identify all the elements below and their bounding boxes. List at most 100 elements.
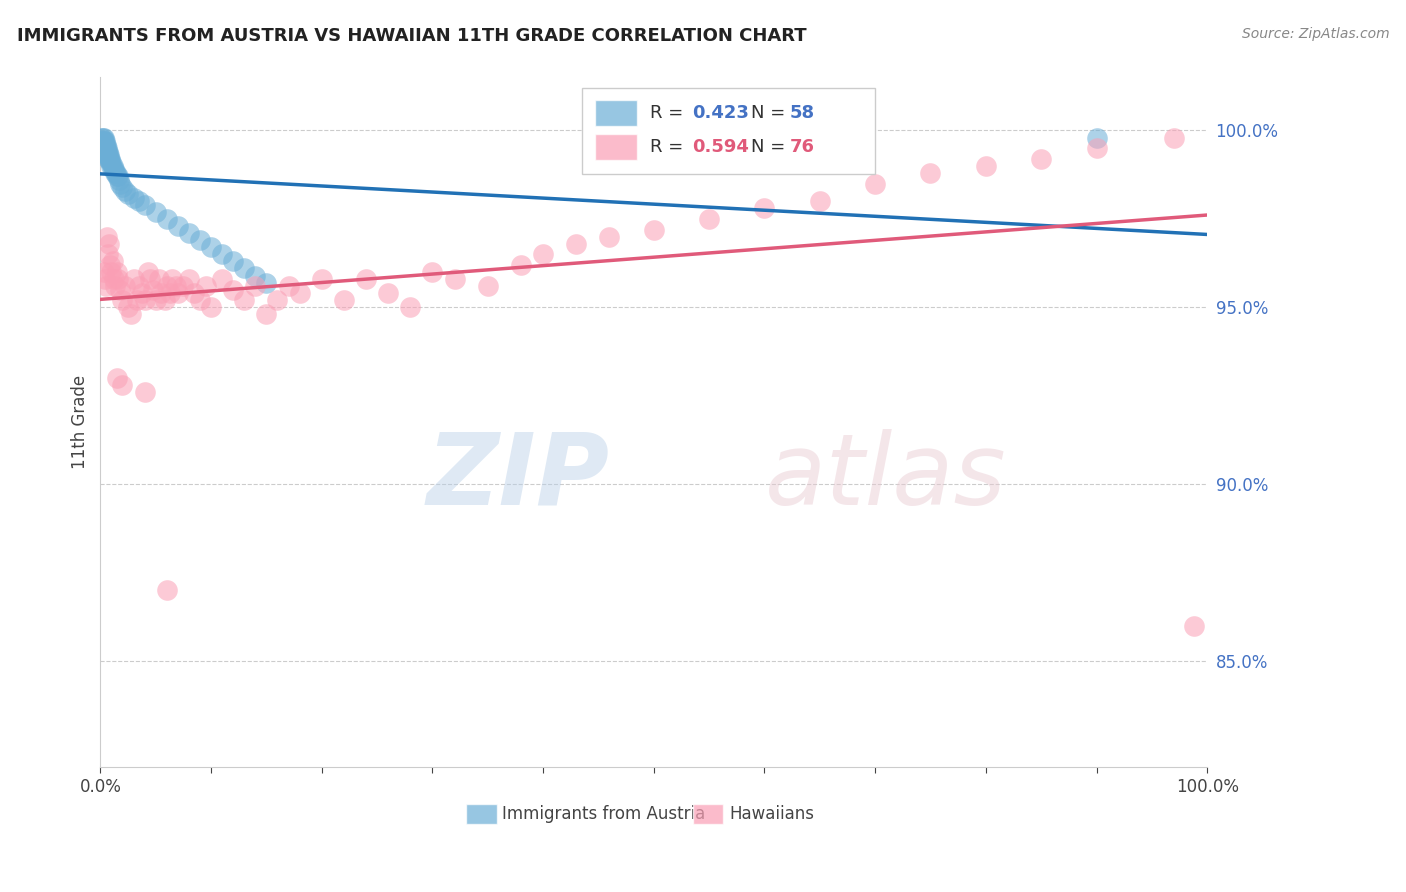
Point	[122, 191, 145, 205]
Point	[91, 130, 114, 145]
Point	[134, 385, 156, 400]
Point	[96, 229, 118, 244]
Point	[128, 279, 150, 293]
Point	[162, 272, 184, 286]
Point	[93, 130, 115, 145]
Point	[103, 272, 125, 286]
Point	[114, 184, 136, 198]
Point	[354, 272, 377, 286]
Text: ZIP: ZIP	[426, 429, 609, 526]
Text: 76: 76	[790, 138, 815, 156]
Point	[277, 279, 299, 293]
Point	[101, 254, 124, 268]
Point	[103, 162, 125, 177]
Text: Immigrants from Austria: Immigrants from Austria	[502, 805, 706, 823]
Point	[98, 148, 121, 162]
Point	[110, 283, 132, 297]
Point	[94, 137, 117, 152]
Point	[156, 211, 179, 226]
Point	[93, 134, 115, 148]
Point	[1031, 152, 1053, 166]
Point	[105, 371, 128, 385]
Point	[104, 166, 127, 180]
Point	[97, 247, 120, 261]
Point	[165, 279, 187, 293]
Point	[754, 202, 776, 216]
Point	[91, 141, 114, 155]
Point	[90, 137, 112, 152]
Point	[233, 261, 256, 276]
Point	[94, 134, 117, 148]
Point	[477, 279, 499, 293]
Point	[245, 268, 267, 283]
Point	[110, 177, 132, 191]
Point	[98, 152, 121, 166]
Point	[139, 272, 162, 286]
Point	[93, 137, 115, 152]
Point	[142, 283, 165, 297]
Point	[97, 152, 120, 166]
Text: atlas: atlas	[765, 429, 1007, 526]
Point	[117, 301, 139, 315]
Point	[98, 236, 121, 251]
Point	[172, 279, 194, 293]
Point	[91, 137, 114, 152]
Point	[98, 152, 121, 166]
Point	[94, 141, 117, 155]
Point	[131, 286, 153, 301]
Text: 0.594: 0.594	[693, 138, 749, 156]
Point	[136, 265, 159, 279]
Point	[333, 293, 356, 308]
Point	[94, 137, 117, 152]
Text: N =: N =	[751, 103, 792, 121]
Point	[598, 229, 620, 244]
Point	[254, 276, 277, 290]
Point	[101, 159, 124, 173]
Point	[148, 272, 170, 286]
FancyBboxPatch shape	[595, 100, 637, 126]
Point	[422, 265, 444, 279]
Point	[100, 155, 122, 169]
Point	[111, 293, 134, 308]
Point	[100, 159, 122, 173]
Point	[311, 272, 333, 286]
Point	[98, 258, 121, 272]
Text: R =: R =	[651, 138, 689, 156]
Point	[122, 272, 145, 286]
Point	[94, 279, 117, 293]
Point	[188, 293, 211, 308]
Point	[107, 169, 129, 184]
Point	[108, 173, 131, 187]
Point	[94, 141, 117, 155]
Point	[1085, 141, 1108, 155]
Point	[177, 272, 200, 286]
Point	[91, 134, 114, 148]
Point	[107, 272, 129, 286]
Point	[93, 145, 115, 159]
Text: Source: ZipAtlas.com: Source: ZipAtlas.com	[1241, 27, 1389, 41]
Point	[222, 283, 245, 297]
Y-axis label: 11th Grade: 11th Grade	[72, 376, 89, 469]
Point	[96, 148, 118, 162]
Point	[920, 166, 942, 180]
FancyBboxPatch shape	[582, 87, 875, 174]
Point	[90, 134, 112, 148]
Point	[94, 145, 117, 159]
Point	[98, 155, 121, 169]
Point	[211, 272, 233, 286]
Point	[153, 293, 176, 308]
Point	[188, 233, 211, 247]
Point	[1182, 618, 1205, 632]
Point	[93, 141, 115, 155]
Point	[288, 286, 311, 301]
Point	[177, 226, 200, 240]
Point	[114, 279, 136, 293]
Point	[100, 265, 122, 279]
Text: IMMIGRANTS FROM AUSTRIA VS HAWAIIAN 11TH GRADE CORRELATION CHART: IMMIGRANTS FROM AUSTRIA VS HAWAIIAN 11TH…	[17, 27, 807, 45]
Point	[974, 159, 997, 173]
Point	[94, 272, 117, 286]
Point	[1085, 130, 1108, 145]
Point	[159, 286, 181, 301]
Point	[643, 222, 665, 236]
Point	[183, 286, 205, 301]
